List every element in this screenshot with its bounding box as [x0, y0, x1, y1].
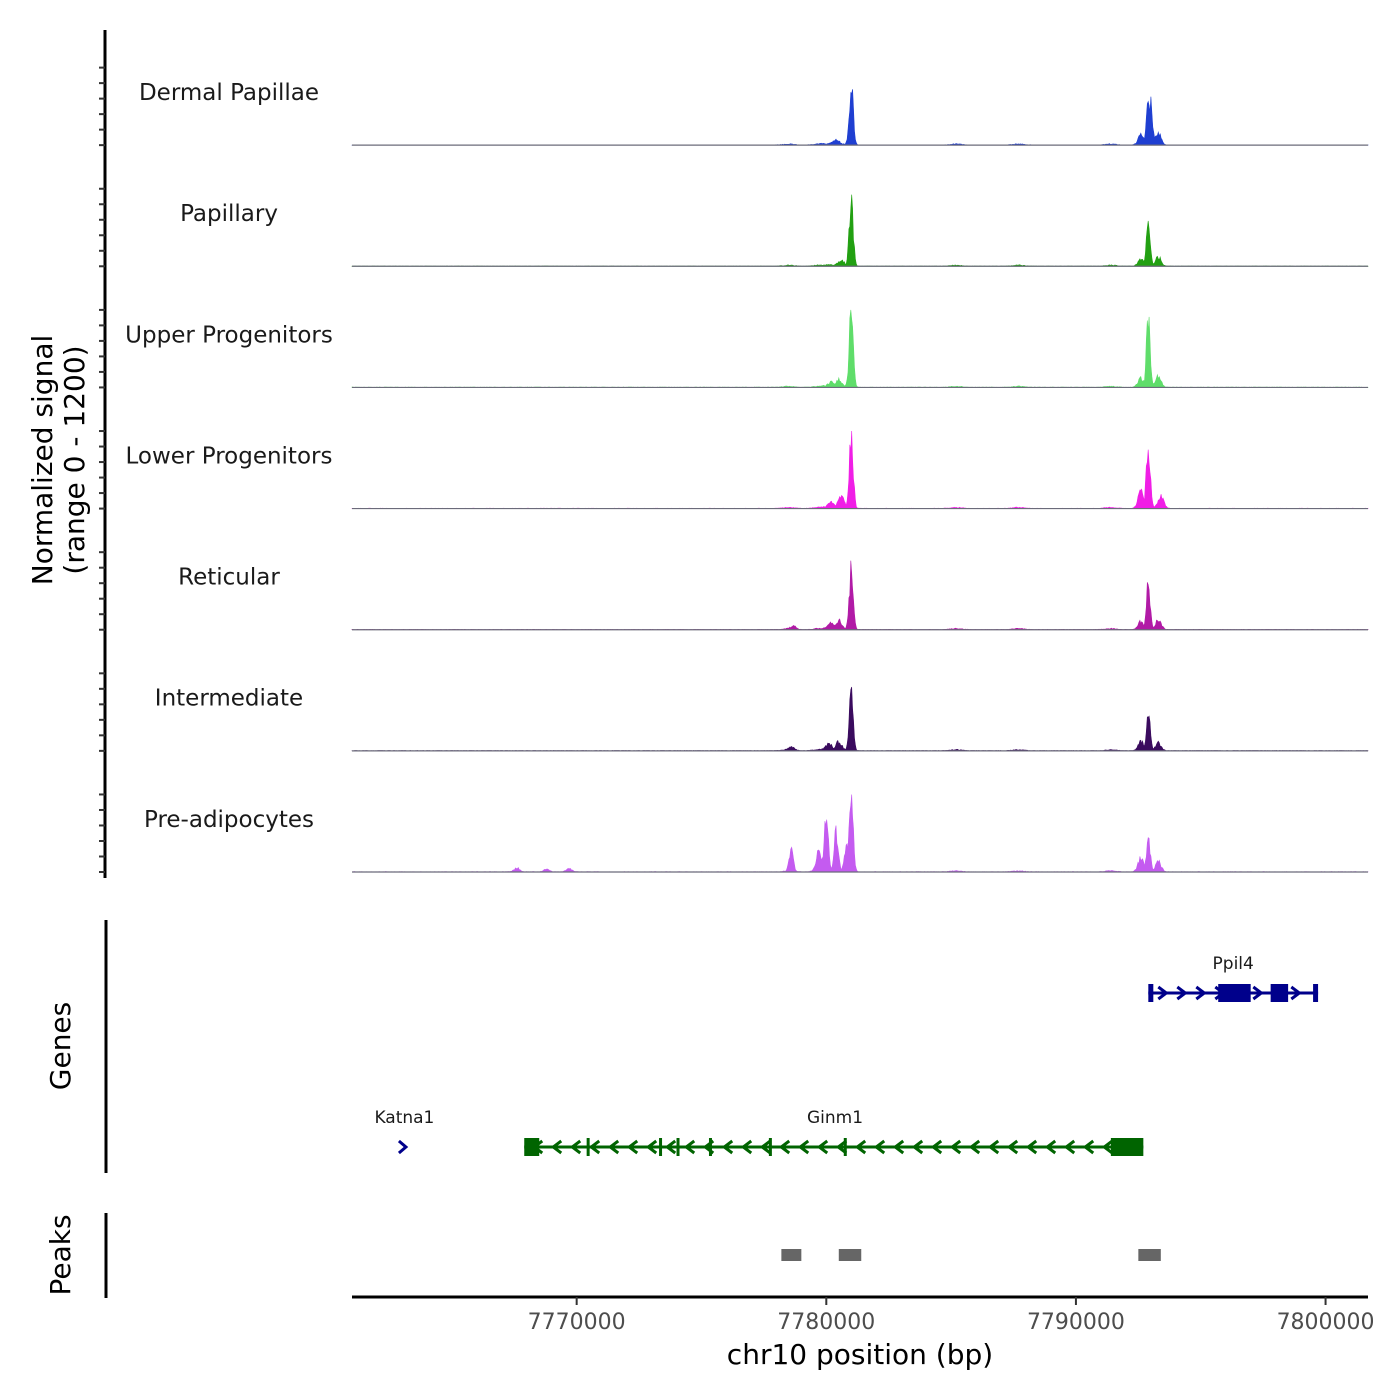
strand-arrow	[759, 1139, 772, 1155]
strand-arrow	[550, 1139, 563, 1155]
strand-arrow	[930, 1139, 943, 1155]
coverage-area	[351, 89, 1369, 146]
gene-exon	[676, 1138, 680, 1156]
gene-label: Ppil4	[1213, 954, 1254, 974]
strand-arrow	[664, 1139, 677, 1155]
peaks-panel-label: Peaks	[44, 1214, 77, 1295]
gene-track: Ppil4 Katna1 Ginm1	[104, 920, 1319, 1173]
strand-arrow	[987, 1139, 1000, 1155]
y-axis-label: Normalized signal	[26, 335, 59, 586]
gene-exon	[708, 1138, 712, 1156]
y-axis-range-label: (range 0 - 1200)	[58, 345, 91, 574]
gene-exon	[1148, 984, 1154, 1002]
strand-arrow	[797, 1139, 810, 1155]
track-label: Reticular	[178, 565, 280, 591]
strand-arrow	[778, 1139, 791, 1155]
track-label: Upper Progenitors	[125, 322, 333, 348]
gene-exon	[1218, 984, 1251, 1002]
x-tick-label: 7800000	[1277, 1310, 1375, 1335]
track-label: Dermal Papillae	[139, 80, 319, 106]
strand-arrow	[911, 1139, 924, 1155]
x-axis: 7770000 7780000 7790000 7800000	[352, 1295, 1375, 1335]
coverage-area	[351, 686, 1369, 752]
gene-exon	[659, 1138, 663, 1156]
strand-arrow	[892, 1139, 905, 1155]
gene-label: Ginm1	[807, 1108, 863, 1128]
peak-region	[838, 1249, 862, 1261]
coverage-tracks: Dermal Papillae Papillary Upper Progenitor…	[125, 80, 1369, 873]
peak-track	[104, 1213, 1161, 1298]
coverage-area	[351, 194, 1369, 267]
x-tick-label: 7770000	[528, 1310, 626, 1335]
strand-arrow	[1006, 1139, 1019, 1155]
strand-arrow	[1252, 985, 1264, 1001]
coverage-area	[351, 430, 1369, 509]
coverage-area	[351, 560, 1369, 631]
strand-arrow	[968, 1139, 981, 1155]
strand-arrow	[1082, 1139, 1095, 1155]
gene-exon	[843, 1138, 847, 1156]
x-tick-label: 7790000	[1027, 1310, 1125, 1335]
peak-region	[781, 1249, 802, 1261]
strand-arrow	[873, 1139, 886, 1155]
track-label: Pre-adipocytes	[144, 807, 314, 833]
gene-exon	[586, 1138, 590, 1156]
gene-exon	[1110, 1138, 1144, 1156]
strand-arrow	[854, 1139, 867, 1155]
strand-arrow	[626, 1139, 639, 1155]
track-label: Lower Progenitors	[126, 443, 333, 469]
strand-arrow	[569, 1139, 582, 1155]
strand-arrow	[1195, 985, 1207, 1001]
track-label: Intermediate	[155, 686, 303, 712]
strand-arrow	[721, 1139, 734, 1155]
gene-exon	[524, 1138, 540, 1156]
coverage-area	[351, 309, 1369, 388]
strand-arrow	[588, 1139, 601, 1155]
strand-arrow	[1176, 985, 1188, 1001]
strand-arrow	[397, 1139, 409, 1155]
x-tick-label: 7780000	[777, 1310, 875, 1335]
strand-arrow	[1044, 1139, 1057, 1155]
strand-arrow	[740, 1139, 753, 1155]
strand-arrow	[683, 1139, 696, 1155]
genes-panel-label: Genes	[44, 1002, 77, 1090]
peak-region	[1138, 1249, 1161, 1261]
strand-arrow	[949, 1139, 962, 1155]
strand-arrow	[1290, 985, 1302, 1001]
strand-arrow	[1157, 985, 1169, 1001]
strand-arrow	[607, 1139, 620, 1155]
x-axis-title: chr10 position (bp)	[727, 1338, 993, 1371]
track-label: Papillary	[180, 201, 278, 227]
strand-arrow	[835, 1139, 848, 1155]
strand-arrow	[1025, 1139, 1038, 1155]
gene-label: Katna1	[374, 1108, 434, 1128]
gene-exon	[768, 1138, 772, 1156]
strand-arrow	[1063, 1139, 1076, 1155]
gene-exon	[1270, 984, 1289, 1002]
strand-arrow	[1101, 1139, 1114, 1155]
coverage-area	[351, 794, 1369, 873]
gene-exon	[1313, 984, 1319, 1002]
strand-arrow	[645, 1139, 658, 1155]
coverage-axis	[99, 30, 107, 878]
strand-arrow	[816, 1139, 829, 1155]
